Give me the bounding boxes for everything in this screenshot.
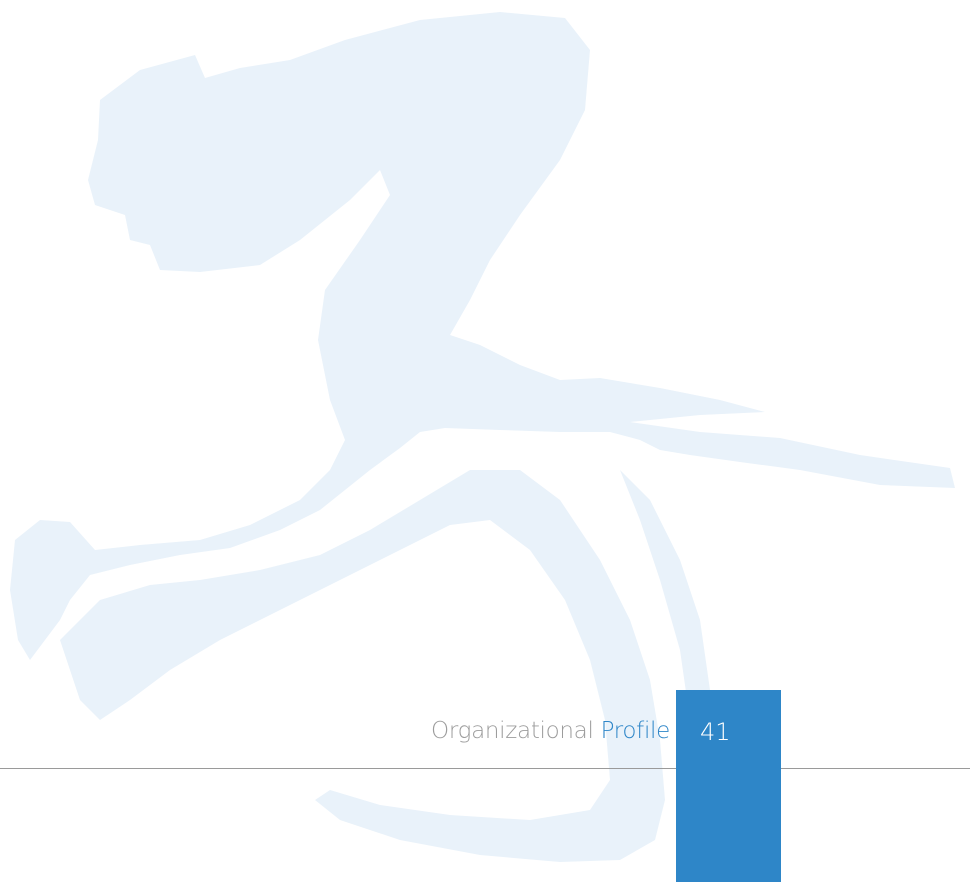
page: {"footer": {"section": "Organizational",… xyxy=(0,0,972,882)
page-tab: 41 xyxy=(676,690,781,882)
page-number: 41 xyxy=(700,718,731,746)
footer-rule xyxy=(0,768,970,769)
background-brush-figure xyxy=(0,0,972,882)
section-title: Organizational Profile xyxy=(431,718,670,744)
section-name: Organizational xyxy=(431,718,594,744)
section-highlight: Profile xyxy=(601,718,670,744)
